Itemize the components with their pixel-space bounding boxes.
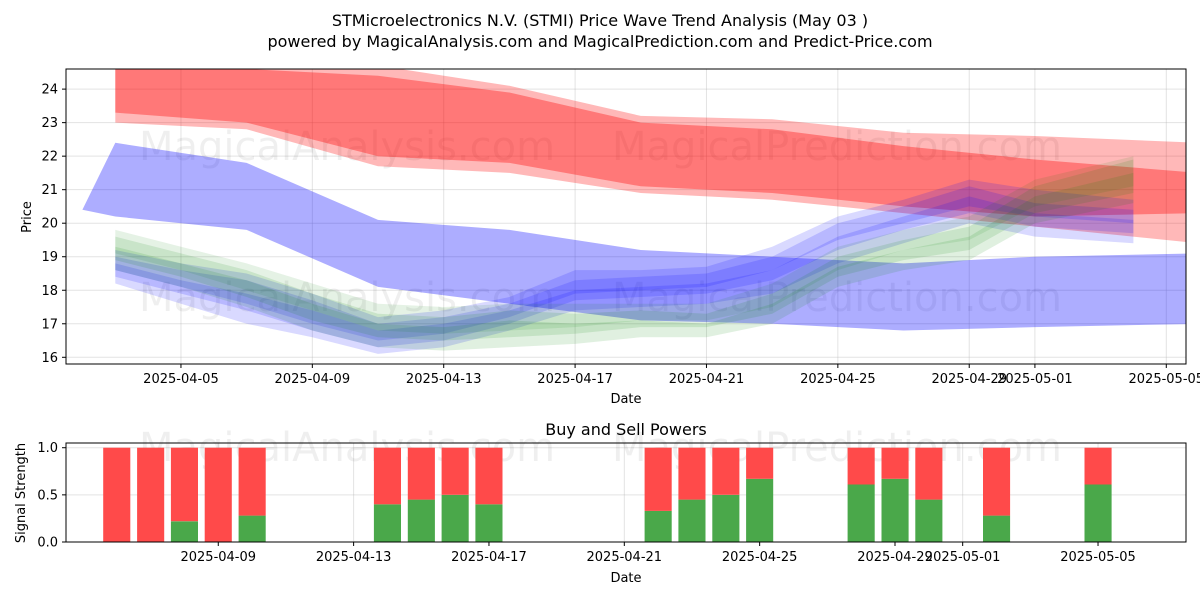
price-x-ticks: 2025-04-05 2025-04-09 2025-04-13 2025-04-17… <box>143 364 1200 387</box>
signal-x-tick-label: 2025-04-17 <box>451 550 527 565</box>
price-band-red-1 <box>115 69 1186 217</box>
sell-bar <box>238 447 266 516</box>
price-band-green-6 <box>115 159 1134 341</box>
signal-x-tick-label: 2025-04-13 <box>316 550 392 565</box>
price-bands <box>82 69 1186 354</box>
price-x-axis-label: Date <box>610 392 641 407</box>
buy-bar <box>746 478 774 542</box>
signal-title: Buy and Sell Powers <box>545 420 707 439</box>
price-y-ticks: 16 17 18 19 20 21 22 23 24 <box>41 83 66 366</box>
price-band-blue-4 <box>115 179 1134 341</box>
price-y-tick-label: 22 <box>41 150 58 165</box>
price-x-tick-label: 2025-04-29 <box>931 372 1007 387</box>
price-y-axis-label: Price <box>20 201 35 233</box>
signal-axes-frame <box>65 442 1187 543</box>
signal-y-ticks: 0.0 0.5 1.0 <box>37 441 66 551</box>
sell-bar <box>204 447 232 542</box>
signal-y-tick-label: 1.0 <box>37 441 58 456</box>
watermark-prediction-mid: MagicalPrediction.com <box>612 275 1062 321</box>
signal-x-tick-label: 2025-04-09 <box>180 550 256 565</box>
watermark-analysis-top: MagicalAnalysis.com <box>139 124 555 170</box>
sell-bar <box>1084 447 1112 485</box>
sell-bar <box>373 447 401 505</box>
signal-x-axis-label: Date <box>610 571 641 586</box>
signal-y-tick-label: 0.5 <box>37 488 58 503</box>
price-band-blue-3 <box>115 186 1134 348</box>
buy-bar <box>1084 484 1112 542</box>
price-x-tick-label: 2025-04-17 <box>537 372 613 387</box>
signal-x-tick-label: 2025-04-25 <box>722 550 798 565</box>
buy-bar <box>881 478 909 542</box>
buy-bar <box>441 494 469 542</box>
signal-x-tick-label: 2025-05-05 <box>1060 550 1136 565</box>
buy-bar <box>847 484 875 542</box>
price-band-green-8 <box>115 156 1134 334</box>
watermark-prediction-top: MagicalPrediction.com <box>612 124 1062 170</box>
signal-y-axis-label: Signal Strength <box>14 443 29 543</box>
price-band-blue-5 <box>115 196 1134 354</box>
price-x-tick-label: 2025-05-01 <box>997 372 1073 387</box>
price-y-tick-label: 20 <box>41 217 58 232</box>
sell-bar <box>475 447 503 505</box>
price-x-tick-label: 2025-05-05 <box>1129 372 1200 387</box>
price-y-tick-label: 19 <box>41 250 58 265</box>
buy-bar <box>238 515 266 542</box>
sell-bar <box>847 447 875 485</box>
price-band-red-0 <box>115 69 1186 242</box>
chart-title: STMicroelectronics N.V. (STMI) Price Wav… <box>332 11 868 30</box>
signal-bars <box>103 447 1112 542</box>
buy-bar <box>712 494 740 542</box>
signal-x-tick-label: 2025-05-01 <box>925 550 1001 565</box>
buy-bar <box>644 510 672 542</box>
chart-subtitle: powered by MagicalAnalysis.com and Magic… <box>267 32 932 51</box>
price-axes-frame <box>65 68 1187 365</box>
price-band-blue-2 <box>82 142 1186 331</box>
price-x-tick-label: 2025-04-25 <box>800 372 876 387</box>
price-x-tick-label: 2025-04-21 <box>669 372 745 387</box>
signal-y-tick-label: 0.0 <box>37 536 58 551</box>
price-grid <box>66 69 1186 364</box>
sell-bar <box>881 447 909 479</box>
watermark-analysis-mid: MagicalAnalysis.com <box>139 275 555 321</box>
signal-x-ticks: 2025-04-09 2025-04-13 2025-04-17 2025-04-21… <box>180 542 1136 565</box>
sell-bar <box>441 447 469 495</box>
sell-bar <box>712 447 740 495</box>
sell-bar <box>678 447 706 500</box>
price-x-tick-label: 2025-04-09 <box>275 372 351 387</box>
signal-panel: Buy and Sell Powers MagicalAnalysis.com … <box>14 420 1187 586</box>
sell-bar <box>644 447 672 511</box>
price-x-tick-label: 2025-04-05 <box>143 372 219 387</box>
price-y-tick-label: 18 <box>41 284 58 299</box>
sell-bar <box>137 447 165 542</box>
buy-bar <box>373 504 401 542</box>
price-band-green-7 <box>115 172 1134 351</box>
sell-bar <box>746 447 774 479</box>
sell-bar <box>407 447 435 500</box>
price-y-tick-label: 24 <box>41 83 58 98</box>
buy-bar <box>407 499 435 542</box>
buy-bar <box>678 499 706 542</box>
price-wave-panel: MagicalAnalysis.com MagicalPrediction.co… <box>20 68 1200 407</box>
sell-bar <box>915 447 943 500</box>
price-y-tick-label: 16 <box>41 351 58 366</box>
buy-bar <box>475 504 503 542</box>
price-y-tick-label: 17 <box>41 317 58 332</box>
sell-bar <box>103 447 131 542</box>
price-y-tick-label: 23 <box>41 116 58 131</box>
buy-bar <box>983 515 1011 542</box>
price-y-tick-label: 21 <box>41 183 58 198</box>
signal-x-tick-label: 2025-04-29 <box>857 550 933 565</box>
sell-bar <box>983 447 1011 516</box>
sell-bar <box>170 447 198 522</box>
signal-x-tick-label: 2025-04-21 <box>587 550 663 565</box>
buy-bar <box>915 499 943 542</box>
buy-bar <box>170 521 198 542</box>
price-x-tick-label: 2025-04-13 <box>406 372 482 387</box>
